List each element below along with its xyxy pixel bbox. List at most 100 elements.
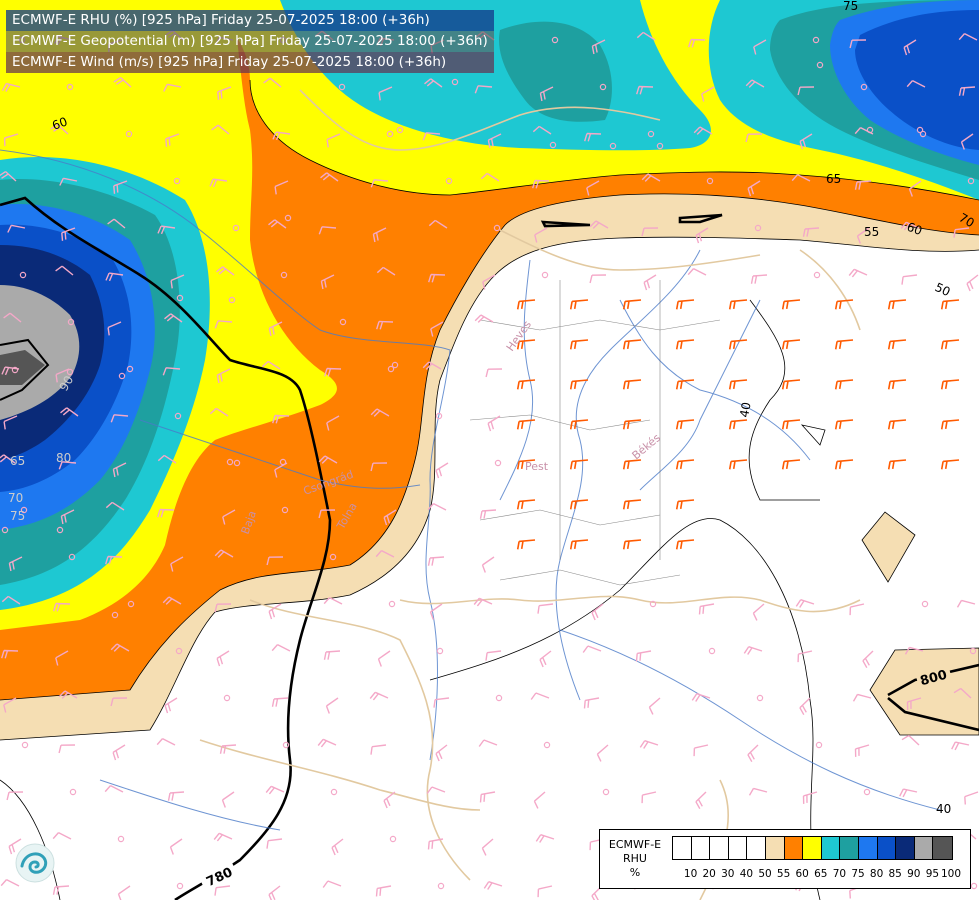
wind-barb — [383, 509, 397, 526]
wind-barb — [901, 734, 920, 746]
wind-barb — [209, 407, 229, 417]
wind-calm-marker — [111, 611, 119, 619]
wind-barb — [516, 499, 536, 510]
wind-barb — [854, 744, 870, 757]
wind-calm-marker — [551, 36, 559, 44]
wind-calm-marker — [649, 600, 657, 608]
legend-tick-label: 50 — [758, 868, 772, 880]
wind-barb — [370, 744, 387, 755]
wind-barb — [272, 131, 291, 141]
wind-barb — [266, 838, 283, 849]
rhu-100-area — [0, 350, 45, 385]
wind-barb — [745, 133, 763, 143]
wind-barb — [904, 646, 924, 655]
wind-barb — [435, 462, 449, 479]
wind-barb — [8, 838, 22, 855]
wind-calm-marker — [549, 141, 557, 149]
legend-ticks: 10 20 30 40 50 55 60 65 70 75 80 85 90 95 100 — [672, 868, 961, 882]
wind-barb — [427, 556, 445, 566]
wind-barb — [422, 361, 442, 370]
wind-barb — [110, 697, 128, 707]
wind-calm-marker — [339, 318, 347, 326]
contour-label: 90 — [56, 373, 76, 393]
wind-calm-marker — [279, 458, 287, 466]
wind-barb — [791, 173, 811, 182]
wind-barb — [516, 299, 536, 310]
wind-calm-marker — [69, 788, 77, 796]
wind-barb — [516, 379, 536, 390]
wind-barb — [569, 419, 589, 430]
wind-calm-marker — [860, 83, 868, 91]
wind-calm-marker — [21, 741, 29, 749]
wind-barb — [750, 274, 768, 284]
wind-barb — [427, 838, 444, 850]
wind-barb — [622, 539, 642, 550]
wind-barb — [268, 885, 281, 900]
wind-barb — [589, 274, 607, 284]
legend-swatch — [896, 837, 915, 859]
wind-barb — [320, 172, 339, 182]
wind-barb — [157, 508, 175, 518]
contour-label: 75 — [843, 0, 858, 13]
wind-barb — [162, 596, 182, 605]
wind-barb — [569, 459, 589, 470]
wind-barb — [369, 691, 389, 701]
wind-calm-marker — [863, 788, 871, 796]
wind-barb — [375, 885, 392, 897]
wind-barb — [261, 360, 281, 370]
wind-barb — [622, 339, 642, 350]
wind-barb — [940, 339, 960, 350]
wind-calm-marker — [67, 318, 75, 326]
wind-barb — [271, 643, 291, 652]
wind-barb — [222, 509, 236, 525]
wind-barb — [899, 788, 918, 798]
wind-barb — [728, 299, 748, 310]
wind-barb — [320, 274, 335, 290]
contour-label: 70 — [8, 491, 23, 505]
wind-barb — [622, 299, 642, 310]
wind-calm-marker — [11, 366, 19, 374]
admin-lines — [469, 280, 721, 586]
legend-tick-label: 75 — [851, 868, 865, 880]
wind-barb — [479, 791, 496, 803]
wind-barb — [0, 878, 20, 887]
legend-tick-label: 10 — [683, 868, 698, 880]
wind-barb — [331, 838, 344, 856]
wind-barb — [622, 379, 642, 390]
legend-tick-label: 100 — [940, 868, 962, 880]
wind-barb — [966, 274, 979, 292]
wind-barb — [849, 39, 867, 49]
wind-barb — [903, 39, 917, 56]
wind-barb — [170, 556, 184, 572]
wind-barb — [752, 603, 765, 621]
wind-barb — [265, 785, 285, 795]
wind-barb — [834, 339, 854, 350]
wind-barb — [537, 603, 554, 614]
place-label-pest: Pest — [525, 460, 549, 473]
wind-calm-marker — [543, 741, 551, 749]
wind-barb — [539, 86, 554, 102]
wind-barb — [376, 320, 394, 330]
wind-barb — [268, 321, 283, 337]
wind-barb — [1, 649, 19, 659]
wind-calm-marker — [656, 142, 664, 150]
wind-barb — [107, 321, 122, 336]
wind-calm-marker — [813, 271, 821, 279]
legend-tick-label: 95 — [925, 868, 940, 880]
legend-swatch — [803, 837, 822, 859]
wind-barb — [635, 650, 652, 662]
wind-barb — [370, 408, 390, 417]
title-geopotential: ECMWF-E Geopotential (m) [925 hPa] Frida… — [6, 31, 494, 52]
wind-barb — [105, 501, 125, 511]
wind-barb — [480, 172, 500, 182]
wind-calm-marker — [125, 130, 133, 138]
wind-calm-marker — [967, 177, 975, 185]
legend-swatch — [914, 837, 934, 859]
wind-calm-marker — [66, 368, 74, 376]
tisza-river — [555, 249, 701, 701]
wind-barb — [7, 224, 26, 233]
wind-barb — [274, 180, 289, 195]
wind-barb — [675, 499, 695, 510]
wind-barb — [781, 339, 801, 350]
wind-calm-marker — [435, 412, 443, 420]
